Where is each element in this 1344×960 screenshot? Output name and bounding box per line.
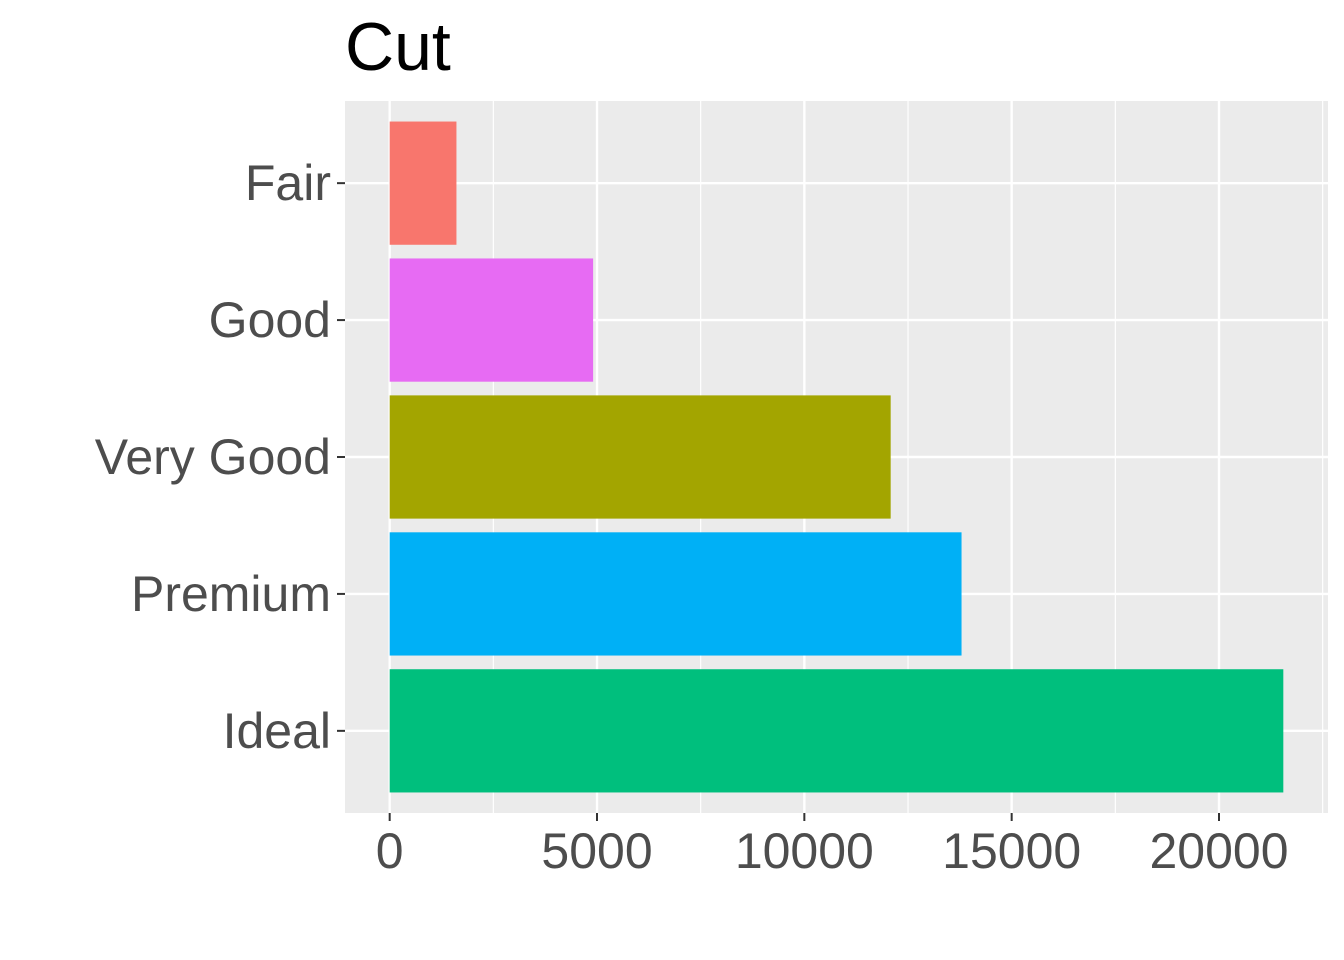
y-axis-tick-label: Good [209, 292, 331, 348]
x-axis-tick-label: 10000 [735, 823, 874, 879]
x-axis-tick-label: 0 [376, 823, 404, 879]
bar-ideal [389, 669, 1284, 793]
y-axis-tick-label: Premium [131, 566, 331, 622]
bar-premium [389, 532, 962, 656]
bar-very-good [389, 395, 891, 519]
plot-area: Fair Good Very Good Premium Ideal 0 5000 10000 1… [95, 101, 1328, 879]
bar-fair [389, 121, 457, 245]
chart-title: Cut [345, 9, 451, 85]
bar-good [389, 258, 594, 382]
x-axis-tick-label: 15000 [942, 823, 1081, 879]
y-axis-tick-label: Very Good [95, 429, 331, 485]
y-axis-tick-label: Ideal [223, 703, 331, 759]
x-axis-tick-label: 20000 [1149, 823, 1288, 879]
x-axis-tick-label: 5000 [541, 823, 652, 879]
y-axis-tick-label: Fair [245, 155, 331, 211]
